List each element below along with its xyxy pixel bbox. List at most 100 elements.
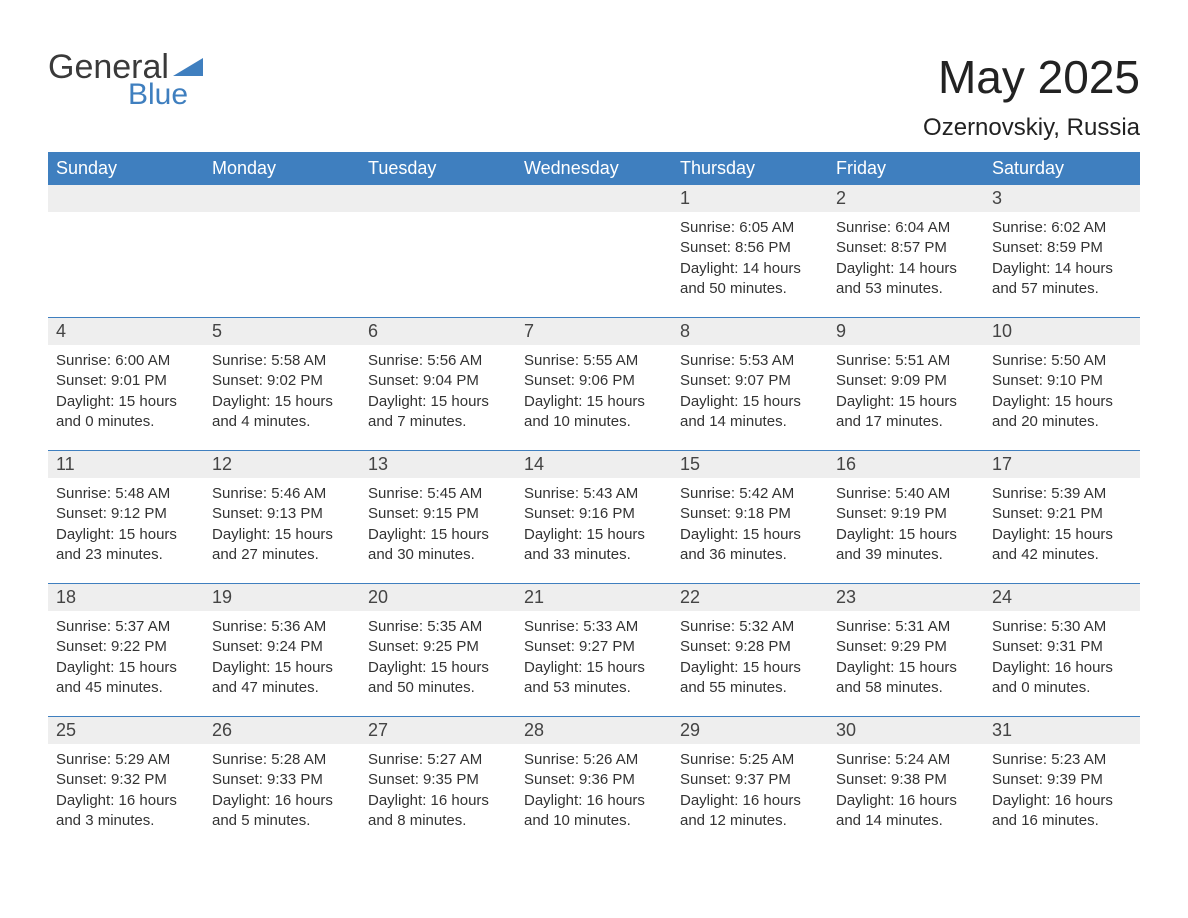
- sunrise-text: Sunrise: 6:05 AM: [680, 218, 820, 238]
- daylight-text: Daylight: 15 hours and 47 minutes.: [212, 658, 352, 699]
- day-number: 7: [516, 318, 672, 345]
- day-details: [360, 212, 516, 317]
- day-details: Sunrise: 5:29 AMSunset: 9:32 PMDaylight:…: [48, 744, 204, 849]
- sunrise-text: Sunrise: 5:56 AM: [368, 351, 508, 371]
- day-number: [204, 185, 360, 212]
- daylight-text: Daylight: 15 hours and 7 minutes.: [368, 392, 508, 433]
- sunrise-text: Sunrise: 5:26 AM: [524, 750, 664, 770]
- daylight-text: Daylight: 15 hours and 20 minutes.: [992, 392, 1132, 433]
- day-number: [360, 185, 516, 212]
- day-details: [516, 212, 672, 317]
- sunrise-text: Sunrise: 5:40 AM: [836, 484, 976, 504]
- day-number: 15: [672, 451, 828, 478]
- sunrise-text: Sunrise: 5:31 AM: [836, 617, 976, 637]
- day-details: Sunrise: 5:30 AMSunset: 9:31 PMDaylight:…: [984, 611, 1140, 716]
- day-number: 26: [204, 717, 360, 744]
- day-details: Sunrise: 5:25 AMSunset: 9:37 PMDaylight:…: [672, 744, 828, 849]
- daylight-text: Daylight: 15 hours and 50 minutes.: [368, 658, 508, 699]
- weekday-header: Thursday: [672, 152, 828, 185]
- day-number: 29: [672, 717, 828, 744]
- day-details: Sunrise: 5:43 AMSunset: 9:16 PMDaylight:…: [516, 478, 672, 583]
- daylight-text: Daylight: 15 hours and 10 minutes.: [524, 392, 664, 433]
- day-number: 6: [360, 318, 516, 345]
- sunset-text: Sunset: 9:39 PM: [992, 770, 1132, 790]
- daylight-text: Daylight: 16 hours and 5 minutes.: [212, 791, 352, 832]
- day-details: Sunrise: 5:53 AMSunset: 9:07 PMDaylight:…: [672, 345, 828, 450]
- day-number: 10: [984, 318, 1140, 345]
- sunrise-text: Sunrise: 5:37 AM: [56, 617, 196, 637]
- day-details: Sunrise: 5:42 AMSunset: 9:18 PMDaylight:…: [672, 478, 828, 583]
- daynum-row: 45678910: [48, 318, 1140, 345]
- sunrise-text: Sunrise: 5:51 AM: [836, 351, 976, 371]
- weekday-header: Saturday: [984, 152, 1140, 185]
- sunrise-text: Sunrise: 6:02 AM: [992, 218, 1132, 238]
- day-number: 16: [828, 451, 984, 478]
- title-block: May 2025: [938, 50, 1140, 104]
- day-details: Sunrise: 5:33 AMSunset: 9:27 PMDaylight:…: [516, 611, 672, 716]
- daylight-text: Daylight: 15 hours and 33 minutes.: [524, 525, 664, 566]
- sunset-text: Sunset: 9:09 PM: [836, 371, 976, 391]
- day-details: Sunrise: 5:27 AMSunset: 9:35 PMDaylight:…: [360, 744, 516, 849]
- day-details: Sunrise: 5:31 AMSunset: 9:29 PMDaylight:…: [828, 611, 984, 716]
- day-number: 11: [48, 451, 204, 478]
- sunset-text: Sunset: 9:29 PM: [836, 637, 976, 657]
- page-title: May 2025: [938, 50, 1140, 104]
- day-details: Sunrise: 5:40 AMSunset: 9:19 PMDaylight:…: [828, 478, 984, 583]
- day-details: Sunrise: 5:56 AMSunset: 9:04 PMDaylight:…: [360, 345, 516, 450]
- sunset-text: Sunset: 9:16 PM: [524, 504, 664, 524]
- daylight-text: Daylight: 16 hours and 3 minutes.: [56, 791, 196, 832]
- sunrise-text: Sunrise: 5:45 AM: [368, 484, 508, 504]
- day-number: 30: [828, 717, 984, 744]
- day-number: 12: [204, 451, 360, 478]
- sunrise-text: Sunrise: 5:33 AM: [524, 617, 664, 637]
- week-row: 25262728293031Sunrise: 5:29 AMSunset: 9:…: [48, 716, 1140, 849]
- day-number: 2: [828, 185, 984, 212]
- day-number: 1: [672, 185, 828, 212]
- sunset-text: Sunset: 9:28 PM: [680, 637, 820, 657]
- weekday-header: Tuesday: [360, 152, 516, 185]
- day-details: Sunrise: 5:26 AMSunset: 9:36 PMDaylight:…: [516, 744, 672, 849]
- daylight-text: Daylight: 16 hours and 8 minutes.: [368, 791, 508, 832]
- day-details: Sunrise: 5:46 AMSunset: 9:13 PMDaylight:…: [204, 478, 360, 583]
- day-details: Sunrise: 6:02 AMSunset: 8:59 PMDaylight:…: [984, 212, 1140, 317]
- location-text: Ozernovskiy, Russia: [48, 114, 1140, 142]
- sunset-text: Sunset: 9:25 PM: [368, 637, 508, 657]
- sunset-text: Sunset: 9:35 PM: [368, 770, 508, 790]
- daynum-row: 25262728293031: [48, 717, 1140, 744]
- sunrise-text: Sunrise: 5:25 AM: [680, 750, 820, 770]
- day-details: Sunrise: 5:55 AMSunset: 9:06 PMDaylight:…: [516, 345, 672, 450]
- daylight-text: Daylight: 16 hours and 0 minutes.: [992, 658, 1132, 699]
- sunset-text: Sunset: 9:15 PM: [368, 504, 508, 524]
- logo: General Blue: [48, 50, 203, 110]
- header-row: General Blue May 2025: [48, 50, 1140, 110]
- sunset-text: Sunset: 9:13 PM: [212, 504, 352, 524]
- sunset-text: Sunset: 9:22 PM: [56, 637, 196, 657]
- sunset-text: Sunset: 9:01 PM: [56, 371, 196, 391]
- sunrise-text: Sunrise: 5:32 AM: [680, 617, 820, 637]
- sunrise-text: Sunrise: 5:29 AM: [56, 750, 196, 770]
- sunset-text: Sunset: 9:07 PM: [680, 371, 820, 391]
- sunset-text: Sunset: 9:21 PM: [992, 504, 1132, 524]
- details-row: Sunrise: 5:48 AMSunset: 9:12 PMDaylight:…: [48, 478, 1140, 583]
- daylight-text: Daylight: 15 hours and 39 minutes.: [836, 525, 976, 566]
- day-details: Sunrise: 5:50 AMSunset: 9:10 PMDaylight:…: [984, 345, 1140, 450]
- day-details: Sunrise: 5:32 AMSunset: 9:28 PMDaylight:…: [672, 611, 828, 716]
- weekday-header-row: Sunday Monday Tuesday Wednesday Thursday…: [48, 152, 1140, 185]
- daylight-text: Daylight: 14 hours and 57 minutes.: [992, 259, 1132, 300]
- daylight-text: Daylight: 15 hours and 0 minutes.: [56, 392, 196, 433]
- sunrise-text: Sunrise: 6:04 AM: [836, 218, 976, 238]
- day-details: Sunrise: 5:28 AMSunset: 9:33 PMDaylight:…: [204, 744, 360, 849]
- day-number: 3: [984, 185, 1140, 212]
- daylight-text: Daylight: 16 hours and 16 minutes.: [992, 791, 1132, 832]
- day-number: 28: [516, 717, 672, 744]
- sunset-text: Sunset: 9:12 PM: [56, 504, 196, 524]
- sunrise-text: Sunrise: 5:27 AM: [368, 750, 508, 770]
- day-number: 5: [204, 318, 360, 345]
- day-details: Sunrise: 5:36 AMSunset: 9:24 PMDaylight:…: [204, 611, 360, 716]
- sunrise-text: Sunrise: 5:23 AM: [992, 750, 1132, 770]
- daylight-text: Daylight: 15 hours and 58 minutes.: [836, 658, 976, 699]
- sunrise-text: Sunrise: 5:50 AM: [992, 351, 1132, 371]
- day-number: 9: [828, 318, 984, 345]
- day-details: Sunrise: 5:58 AMSunset: 9:02 PMDaylight:…: [204, 345, 360, 450]
- daylight-text: Daylight: 15 hours and 4 minutes.: [212, 392, 352, 433]
